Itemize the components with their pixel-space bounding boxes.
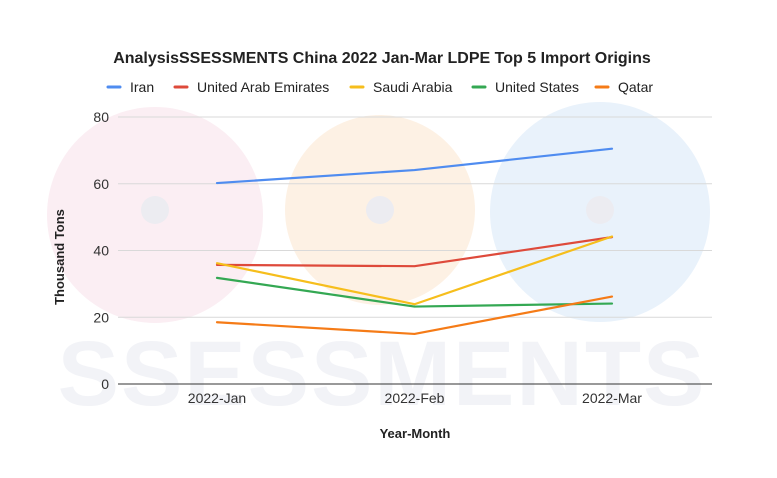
legend-label: Saudi Arabia bbox=[373, 79, 453, 95]
legend: Iran United Arab Emirates Saudi Arabia Unit… bbox=[106, 79, 653, 95]
x-tick-label: 2022-Mar bbox=[582, 390, 642, 406]
x-tick-label: 2022-Feb bbox=[385, 390, 445, 406]
y-tick-label: 60 bbox=[93, 176, 109, 192]
y-tick-label: 0 bbox=[101, 376, 109, 392]
x-axis-title: Year-Month bbox=[380, 426, 451, 441]
watermark-eye-left bbox=[141, 196, 169, 224]
watermark-eye-center bbox=[366, 196, 394, 224]
watermark-eye-right bbox=[586, 196, 614, 224]
watermark-text: SSESSMENTS bbox=[58, 323, 707, 425]
series bbox=[215, 147, 614, 336]
legend-label: United States bbox=[495, 79, 579, 95]
chart-title: AnalysisSSESSMENTS China 2022 Jan-Mar LD… bbox=[113, 50, 651, 67]
x-tick-label: 2022-Jan bbox=[188, 390, 246, 406]
legend-label: United Arab Emirates bbox=[197, 79, 329, 95]
y-axis-ticks: 0 20 40 60 80 bbox=[93, 109, 109, 392]
legend-label: Qatar bbox=[618, 79, 653, 95]
y-axis-title: Thousand Tons bbox=[52, 209, 67, 305]
watermark: SSESSMENTS bbox=[47, 102, 710, 425]
y-tick-label: 20 bbox=[93, 309, 109, 325]
x-axis-ticks: 2022-Jan 2022-Feb 2022-Mar bbox=[188, 390, 642, 406]
y-tick-label: 40 bbox=[93, 243, 109, 259]
legend-label: Iran bbox=[130, 79, 154, 95]
y-tick-label: 80 bbox=[93, 109, 109, 125]
